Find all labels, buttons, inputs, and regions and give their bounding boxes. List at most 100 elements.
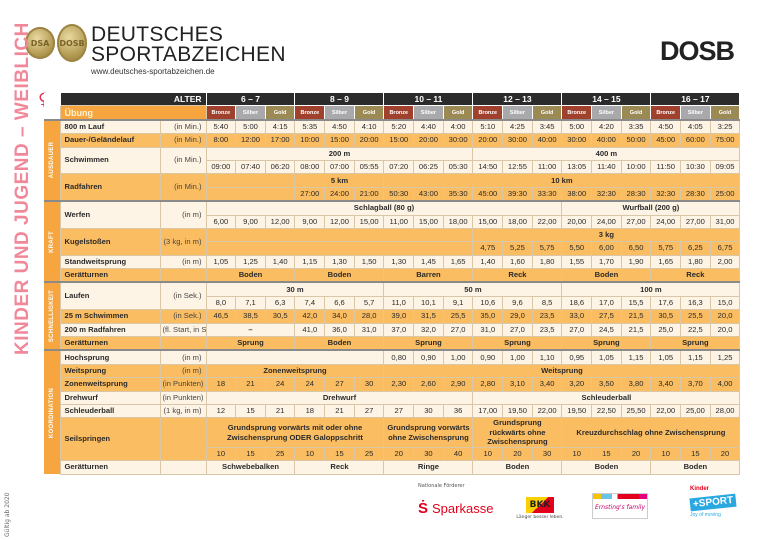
medal-bronze-header: Bronze: [294, 105, 326, 121]
value-cell: 20: [383, 446, 415, 462]
table-row: 25 m Schwimmen (in Sek.) 46,5 38,5 30,5 42,0 3…: [44, 309, 741, 324]
table-row: SCHNELLIGKEIT Laufen (in Sek.) 30 m 50 m 100 …: [44, 281, 741, 351]
value-cell: 1,30: [383, 254, 415, 270]
table-row: Weitsprung (in m) Zonenweitsprung Weitsprun…: [44, 363, 741, 379]
table-row: Seilspringen Grundsprung vorwärts mit ode…: [44, 417, 741, 462]
value-cell: 50:30: [383, 186, 415, 202]
value-cell: 27,00: [620, 214, 652, 229]
ernstings-family-logo: Ernsting's family: [592, 493, 648, 519]
value-cell: 39,0: [383, 309, 415, 324]
value-cell: 16,3: [680, 295, 711, 311]
value-cell: 20,00: [561, 214, 593, 229]
value-cell: 6,3: [264, 295, 296, 311]
value-cell: 1,80: [680, 254, 711, 270]
value-cell: 09:00: [205, 159, 237, 175]
value-cell: 09:05: [709, 159, 741, 175]
value-cell: 34,0: [324, 309, 355, 324]
table-row: 6,00 9,00 12,00 9,00 12,00 15,00 11,00 15,00 18,…: [44, 214, 741, 229]
value-cell: 1,65: [442, 254, 474, 270]
value-cell: 11:00: [531, 159, 563, 175]
discipline-label: Sprung: [383, 336, 474, 351]
value-cell: 21: [324, 403, 355, 419]
exercise-unit: (in Punkten): [159, 390, 207, 405]
value-cell: 1,70: [591, 254, 622, 270]
exercise-name: 800 m Lauf: [59, 118, 161, 135]
value-cell: 1,80: [531, 254, 563, 270]
value-cell: 06:25: [413, 159, 444, 175]
value-cell: 30:00: [442, 133, 474, 148]
value-cell: 19,50: [561, 403, 593, 419]
blank: [44, 105, 60, 120]
value-cell: 9,6: [502, 295, 533, 311]
value-cell: 41,0: [294, 322, 326, 338]
value-cell: 1,15: [294, 254, 326, 270]
value-cell: 12:00: [235, 133, 266, 148]
value-cell: 1,05: [591, 349, 622, 365]
exercise-unit: (3 kg, in m): [159, 227, 207, 256]
value-cell: 32:30: [650, 186, 682, 202]
discipline-label: Sprung: [205, 336, 296, 351]
discipline-label: Reck: [294, 460, 385, 475]
exercise-unit: (fl. Start, in Sek.): [159, 322, 207, 338]
value-cell: 30,5: [650, 309, 682, 324]
discipline-label: 50 m: [383, 281, 563, 297]
exercise-name: Schwimmen: [59, 146, 161, 175]
value-cell: 29,0: [502, 309, 533, 324]
value-cell: 07:20: [383, 159, 415, 175]
value-cell: 2,60: [413, 377, 444, 392]
value-cell: 30: [413, 446, 444, 462]
side-title: KINDER UND JUGEND – WEIBLICH: [12, 22, 33, 355]
value-cell: 24,00: [650, 214, 682, 229]
discipline-label: Grundsprung vorwärts ohne Zwischensprung: [383, 417, 474, 448]
value-cell: 14:50: [472, 159, 504, 175]
exercise-name: Weitsprung: [59, 363, 161, 379]
value-cell: 30,5: [264, 309, 296, 324]
value-cell: 24,5: [591, 322, 622, 338]
kinder-sport-logo: Kinder +SPORT Joy of moving: [689, 486, 760, 518]
exercise-name: Seilspringen: [59, 417, 161, 462]
value-cell: 1,25: [709, 349, 741, 365]
value-cell: 10:30: [680, 159, 711, 175]
exercise-name: Kugelstoßen: [59, 227, 161, 256]
value-cell: 1,00: [502, 349, 533, 365]
website-link[interactable]: www.deutsches-sportabzeichen.de: [91, 67, 215, 76]
value-cell: 6,00: [591, 241, 622, 256]
discipline-label: Zonenweitsprung: [205, 363, 385, 379]
value-cell: 24,00: [591, 214, 622, 229]
exercise-name: 200 m Radfahren: [59, 322, 161, 338]
discipline-label: 5 km: [294, 173, 385, 188]
value-cell: 5:35: [294, 118, 326, 135]
exercise-unit: (in Min.): [159, 173, 207, 202]
value-cell: 1,15: [680, 349, 711, 365]
discipline-label: Boden: [294, 268, 385, 283]
medal-gold-header: Gold: [442, 105, 474, 121]
alter-label: ALTER: [59, 91, 207, 106]
value-cell: 15: [235, 446, 266, 462]
value-cell: 18: [294, 403, 326, 419]
discipline-label: –: [205, 322, 296, 338]
discipline-label: Reck: [650, 268, 741, 283]
value-cell: 12,00: [324, 214, 355, 229]
discipline-label: Boden: [561, 460, 652, 475]
discipline-label: Schwebebalken: [205, 460, 296, 475]
value-cell: 1,90: [620, 254, 652, 270]
value-cell: 20: [620, 446, 652, 462]
value-cell: 24: [264, 377, 296, 392]
value-cell: 5,75: [650, 241, 682, 256]
value-cell: 08:00: [294, 159, 326, 175]
value-cell: 30:00: [502, 133, 533, 148]
value-cell: 4:20: [591, 118, 622, 135]
exercise-name: Gerätturnen: [59, 268, 161, 283]
exercise-name: Schleuderball: [59, 403, 161, 419]
value-cell: 32,0: [413, 322, 444, 338]
category-label: AUSDAUER: [48, 142, 55, 179]
value-cell: 05:30: [442, 159, 474, 175]
value-cell: 75:00: [709, 133, 741, 148]
value-cell: 27: [324, 377, 355, 392]
value-cell: 38:00: [561, 186, 593, 202]
medal-gold-header: Gold: [531, 105, 563, 121]
medal-silber-header: Silber: [235, 105, 266, 121]
discipline-label: [205, 349, 385, 365]
value-cell: 20,0: [709, 309, 741, 324]
